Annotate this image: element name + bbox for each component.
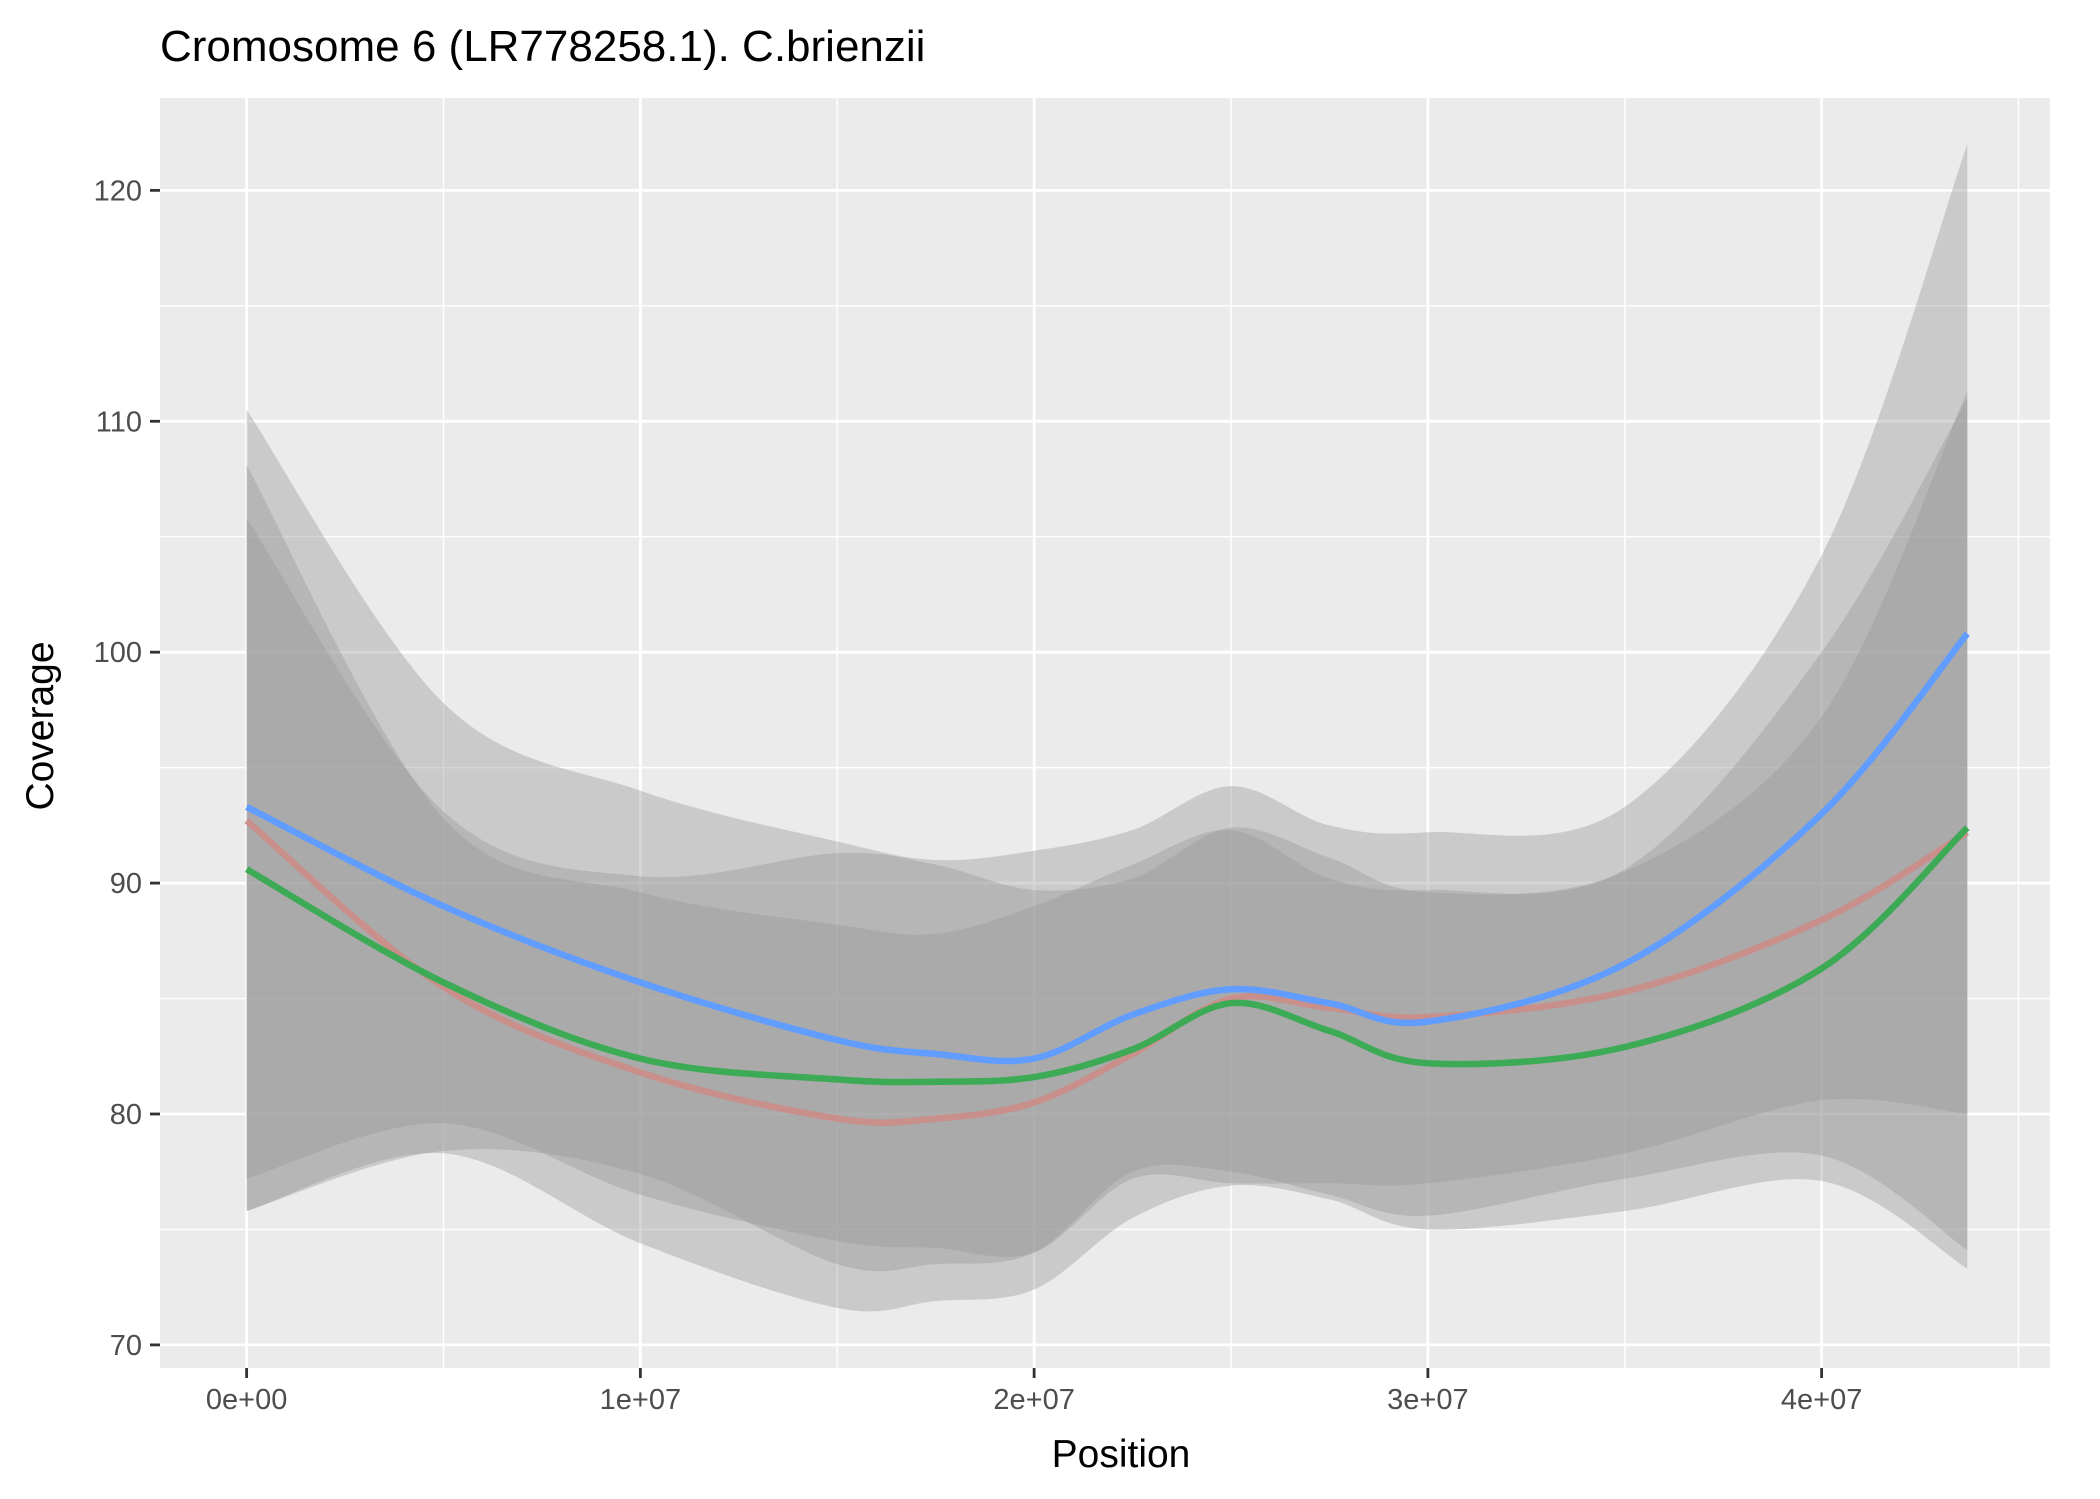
x-tick-label: 4e+07 [1781, 1384, 1862, 1416]
x-tick-label: 0e+00 [206, 1384, 287, 1416]
x-tick-label: 3e+07 [1387, 1384, 1468, 1416]
y-axis: 70 80 90 100 110 120 [94, 175, 160, 1362]
x-axis-title: Position [1052, 1433, 1191, 1476]
x-tick-label: 1e+07 [600, 1384, 681, 1416]
chart-title: Cromosome 6 (LR778258.1). C.brienzii [160, 22, 925, 71]
y-tick-label: 90 [110, 868, 142, 900]
series-line-2 [245, 631, 1970, 1065]
series-lines [244, 631, 1970, 1126]
y-tick-label: 70 [110, 1330, 142, 1362]
y-tick-label: 120 [94, 175, 142, 207]
y-tick-label: 110 [96, 406, 142, 438]
confidence-ribbon-2 [246, 144, 1968, 1272]
plot-panel [160, 98, 2050, 1368]
x-axis: 0e+00 1e+07 2e+07 3e+07 4e+07 [206, 1368, 1862, 1416]
y-tick-label: 100 [94, 637, 142, 669]
y-tick-label: 80 [110, 1099, 142, 1131]
major-gridlines [160, 98, 2050, 1368]
series-line-1 [244, 818, 1969, 1126]
minor-gridlines [160, 98, 2050, 1368]
y-axis-title: Coverage [19, 641, 62, 810]
confidence-ribbon-1 [246, 398, 1968, 1258]
x-tick-label: 2e+07 [993, 1384, 1074, 1416]
series-line-3 [244, 825, 1970, 1086]
